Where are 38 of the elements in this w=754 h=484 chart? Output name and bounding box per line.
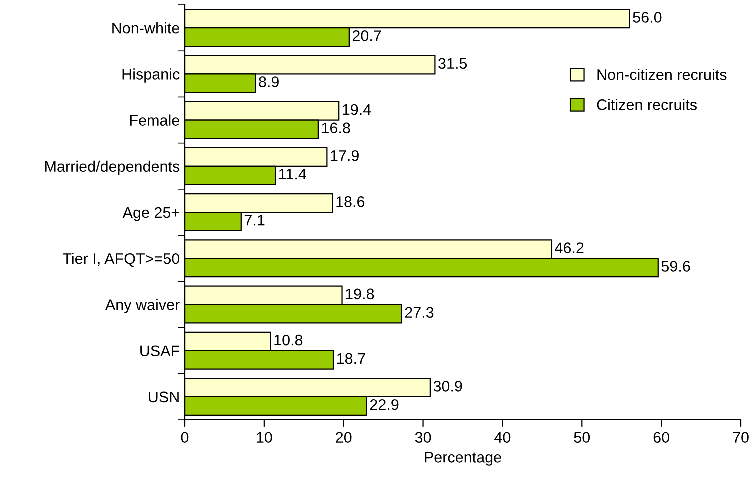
text: 31.5 [438, 58, 468, 70]
text: 59.6 [662, 261, 690, 272]
y-tick-label: Female [130, 114, 180, 126]
text: 18.7 [337, 353, 366, 364]
y-tick-label: USN [149, 392, 179, 403]
y-tick-label: Any waiver [105, 299, 180, 314]
text: 22.9 [370, 399, 399, 410]
text: 8.9 [259, 76, 279, 88]
x-axis-title: Percentage [425, 452, 502, 466]
text: 20.7 [352, 30, 382, 42]
text: 18.6 [336, 196, 365, 208]
x-tick-label: 40 [494, 432, 511, 444]
text: 11.4 [279, 169, 306, 180]
x-tick-label: 10 [257, 432, 272, 444]
text: 27.3 [405, 307, 434, 318]
x-tick-label: 60 [654, 432, 670, 444]
y-tick-label: Non-white [112, 22, 180, 34]
y-tick-label: Age 25+ [122, 207, 180, 222]
text: 56.0 [633, 12, 662, 23]
x-tick-label: 20 [336, 432, 352, 444]
y-tick-label: Tier I, AFQT>=50 [63, 253, 180, 268]
x-tick-label: 70 [733, 432, 749, 444]
x-tick-label: 0 [181, 432, 189, 444]
x-tick-label: 50 [574, 432, 590, 444]
y-tick-label: Married/dependents [46, 160, 180, 176]
text: 16.8 [322, 122, 350, 134]
text: 19.4 [343, 104, 372, 116]
text: 30.9 [434, 381, 462, 392]
text: 19.8 [346, 288, 374, 300]
text: 46.2 [555, 242, 584, 254]
y-tick-label: USAF [140, 346, 180, 357]
text: 10.8 [274, 334, 303, 346]
x-tick-label: 30 [415, 432, 432, 444]
legend-label: Non-citizen recruits [598, 69, 727, 80]
text: 7.1 [244, 215, 265, 226]
y-tick-label: Hispanic [122, 68, 180, 83]
text: 17.9 [331, 150, 359, 162]
legend-label: Citizen recruits [597, 99, 697, 110]
